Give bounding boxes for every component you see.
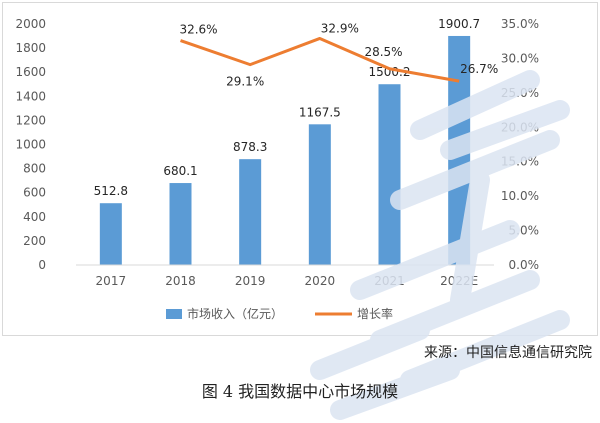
y-left-tick-label: 1800 (15, 41, 46, 55)
x-tick-label: 2020 (305, 274, 336, 288)
bar (239, 159, 262, 265)
y-right-tick-label: 10.0% (501, 189, 539, 203)
growth-labels-group: 32.6% 29.1% 32.9% 28.5% 26.7% (179, 21, 498, 88)
y-right-tick-label: 15.0% (501, 155, 539, 169)
y-left-tick-label: 800 (23, 162, 46, 176)
bars-group (99, 35, 471, 266)
y-right-axis: 0.0% 5.0% 10.0% 15.0% 20.0% 25.0% 30.0% 35.0% (501, 17, 539, 272)
bar-value-label: 1900.7 (438, 17, 480, 31)
y-right-tick-label: 5.0% (509, 224, 540, 238)
growth-value-label: 28.5% (364, 45, 402, 59)
bar (169, 183, 192, 265)
growth-value-label: 29.1% (226, 75, 264, 89)
legend-bar-label: 市场收入（亿元） (187, 306, 283, 321)
growth-value-label: 26.7% (460, 62, 498, 76)
bar-value-label: 680.1 (163, 164, 197, 178)
y-right-tick-label: 0.0% (509, 258, 540, 272)
growth-line (180, 36, 460, 83)
y-left-tick-label: 600 (23, 186, 46, 200)
y-left-tick-label: 400 (23, 210, 46, 224)
y-left-tick-label: 0 (38, 258, 46, 272)
x-axis: 2017 2018 2019 2020 2021 2022E (96, 274, 479, 288)
y-left-axis: 0 200 400 600 800 1000 1200 1400 1600 1800 2000 (15, 17, 46, 272)
legend: 市场收入（亿元） 增长率 (166, 306, 393, 321)
y-left-tick-label: 1000 (15, 138, 46, 152)
growth-value-label: 32.9% (321, 21, 359, 35)
bar (378, 84, 401, 266)
legend-bar-swatch (166, 309, 182, 319)
x-tick-label: 2021 (374, 274, 405, 288)
y-left-tick-label: 1400 (15, 89, 46, 103)
growth-line-group (180, 36, 460, 83)
y-right-tick-label: 20.0% (501, 120, 539, 134)
x-tick-label: 2022E (440, 274, 478, 288)
bar-value-label: 1167.5 (299, 105, 341, 119)
legend-line-label: 增长率 (357, 306, 393, 321)
x-tick-label: 2018 (165, 274, 196, 288)
y-left-tick-label: 1600 (15, 65, 46, 79)
y-right-tick-label: 25.0% (501, 86, 539, 100)
source-note: 来源：中国信息通信研究院 (424, 345, 592, 361)
x-tick-label: 2019 (235, 274, 266, 288)
y-right-tick-label: 30.0% (501, 51, 539, 65)
x-tick-label: 2017 (96, 274, 127, 288)
bar-value-label: 512.8 (94, 184, 128, 198)
figure-caption: 图 4 我国数据中心市场规模 (201, 382, 399, 401)
bar (99, 203, 122, 265)
y-left-tick-label: 1200 (15, 113, 46, 127)
growth-value-label: 32.6% (179, 23, 217, 37)
y-left-tick-label: 2000 (15, 17, 46, 31)
y-left-tick-label: 200 (23, 234, 46, 248)
bar-value-label: 878.3 (233, 140, 267, 154)
bar (308, 124, 331, 265)
y-right-tick-label: 35.0% (501, 17, 539, 31)
